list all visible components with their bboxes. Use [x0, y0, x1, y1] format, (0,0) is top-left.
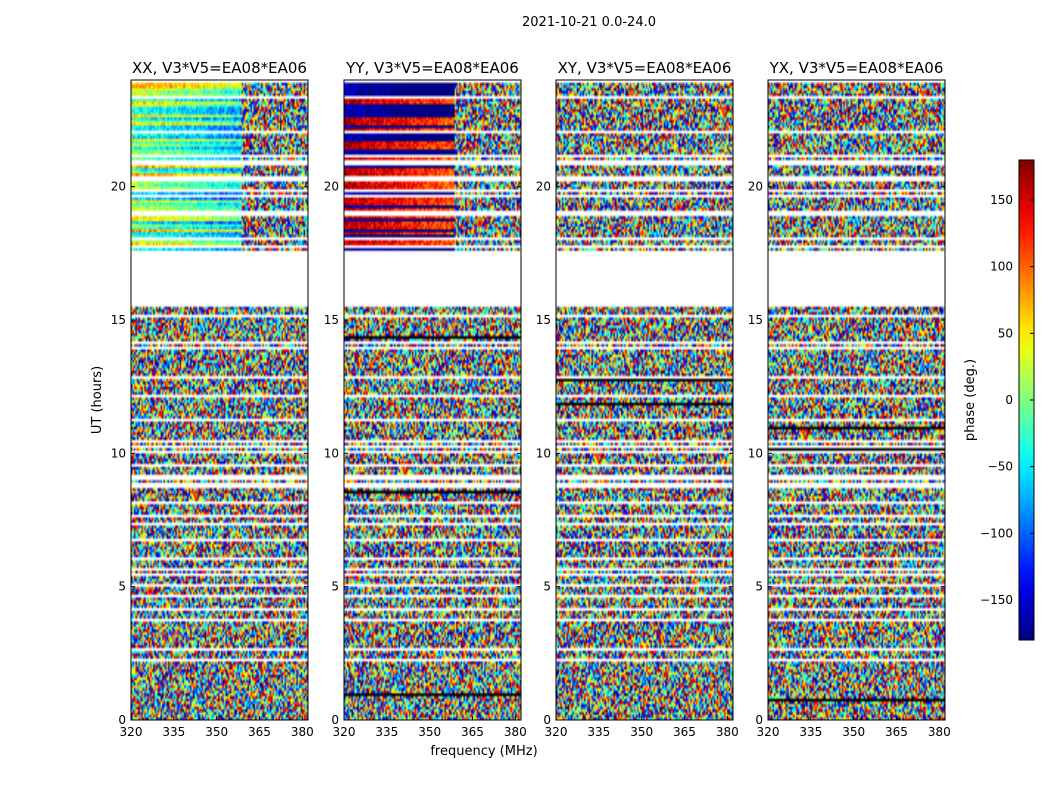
- y-tick-label: 10: [748, 446, 763, 460]
- x-tick-label: 365: [885, 725, 908, 739]
- panel-raster: [768, 80, 945, 720]
- colorbar-tick-label: −150: [980, 593, 1013, 607]
- x-tick-label: 365: [248, 725, 271, 739]
- x-tick-label: 335: [162, 725, 185, 739]
- panel-frame: [555, 79, 734, 721]
- y-tick-label: 20: [748, 180, 763, 194]
- x-tick-label: 335: [799, 725, 822, 739]
- y-tick-label: 5: [755, 580, 763, 594]
- panel-raster: [131, 80, 308, 720]
- x-tick-label: 380: [928, 725, 951, 739]
- figure-title: 2021-10-21 0.0-24.0: [522, 15, 656, 30]
- x-tick-label: 350: [205, 725, 228, 739]
- panels: XX, V3*V5=EA08*EA06 320 335 350 365 380 0 5 10 15…: [111, 59, 951, 739]
- colorbar-tick-label: 0: [1005, 393, 1013, 407]
- y-tick-label: 0: [543, 713, 551, 727]
- colorbar-label: phase (deg.): [963, 359, 978, 441]
- panel-frame: [767, 79, 946, 721]
- y-tick-label: 20: [536, 180, 551, 194]
- x-tick-label: 380: [504, 725, 527, 739]
- panel-title: XY, V3*V5=EA08*EA06: [558, 59, 732, 77]
- x-tick-label: 350: [842, 725, 865, 739]
- panel-1: XX, V3*V5=EA08*EA06 320 335 350 365 380 0 5 10 15…: [111, 59, 314, 739]
- y-tick-label: 20: [111, 180, 126, 194]
- y-tick-label: 15: [748, 313, 763, 327]
- colorbar-tick-label: 150: [990, 193, 1013, 207]
- x-tick-label: 320: [757, 725, 780, 739]
- y-tick-label: 0: [755, 713, 763, 727]
- panel-raster: [344, 80, 521, 720]
- y-tick-label: 15: [111, 313, 126, 327]
- colorbar: 150 100 50 0 −50 −100 −150: [980, 159, 1035, 641]
- y-tick-label: 5: [331, 580, 339, 594]
- x-tick-label: 320: [545, 725, 568, 739]
- panel-raster: [556, 80, 733, 720]
- panel-4: YX, V3*V5=EA08*EA06 320 335 350 365 380 0 5 10 15…: [748, 59, 951, 739]
- panel-frame: [343, 79, 522, 721]
- y-tick-label: 15: [324, 313, 339, 327]
- x-tick-label: 320: [120, 725, 143, 739]
- x-tick-label: 335: [587, 725, 610, 739]
- y-axis-label: UT (hours): [90, 366, 105, 434]
- x-tick-label: 365: [461, 725, 484, 739]
- panel-frame: [130, 79, 309, 721]
- panel-title: XX, V3*V5=EA08*EA06: [132, 59, 307, 77]
- x-tick-label: 350: [630, 725, 653, 739]
- y-tick-label: 5: [543, 580, 551, 594]
- x-axis-label: frequency (MHz): [430, 744, 537, 759]
- panel-2: YY, V3*V5=EA08*EA06 320 335 350 365 380 0 5 10 15…: [324, 59, 527, 739]
- panel-3: XY, V3*V5=EA08*EA06 320 335 350 365 380 0 5 10 15…: [536, 59, 739, 739]
- x-tick-label: 335: [375, 725, 398, 739]
- y-tick-label: 15: [536, 313, 551, 327]
- y-tick-label: 20: [324, 180, 339, 194]
- x-tick-label: 365: [673, 725, 696, 739]
- y-tick-label: 0: [118, 713, 126, 727]
- y-tick-label: 10: [111, 446, 126, 460]
- x-tick-label: 380: [716, 725, 739, 739]
- colorbar-tick-label: 50: [998, 326, 1013, 340]
- x-tick-label: 320: [333, 725, 356, 739]
- colorbar-tick-label: −50: [988, 460, 1013, 474]
- y-tick-label: 10: [536, 446, 551, 460]
- panel-title: YX, V3*V5=EA08*EA06: [769, 59, 944, 77]
- colorbar-tick-label: 100: [990, 260, 1013, 274]
- panel-title: YY, V3*V5=EA08*EA06: [345, 59, 519, 77]
- x-tick-label: 350: [418, 725, 441, 739]
- y-tick-label: 10: [324, 446, 339, 460]
- y-tick-label: 0: [331, 713, 339, 727]
- y-tick-label: 5: [118, 580, 126, 594]
- x-tick-label: 380: [291, 725, 314, 739]
- colorbar-tick-label: −100: [980, 526, 1013, 540]
